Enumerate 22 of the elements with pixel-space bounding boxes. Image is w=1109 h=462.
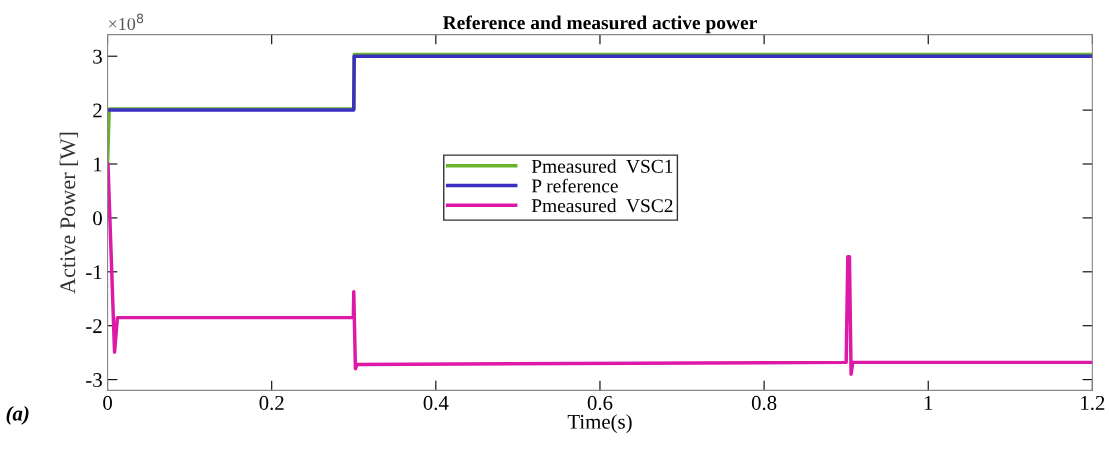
x-tick-label: 0.2 xyxy=(259,395,284,410)
y-tick-label: -1 xyxy=(86,265,102,280)
text: ×10$^{8}$ xyxy=(109,13,144,31)
chart-title: Reference and measured active power xyxy=(442,15,757,34)
y-tick-label: -2 xyxy=(86,319,102,333)
x-tick-label: 0.6 xyxy=(587,395,613,410)
legend-label: Pmeasured VSC1 xyxy=(531,159,673,173)
x-tick-label: 0 xyxy=(103,395,112,410)
y-axis-title: Active Power [W] xyxy=(59,132,79,294)
x-axis-title: Time(s) xyxy=(567,414,632,434)
x-tick-label: 1.2 xyxy=(1081,395,1105,410)
y-tick-label: 3 xyxy=(93,49,102,64)
y-tick-label: -3 xyxy=(86,373,102,388)
y-tick-label: 0 xyxy=(93,211,102,226)
y-tick-label: 1 xyxy=(94,157,102,172)
x-tick-label: 1 xyxy=(924,395,933,410)
x-tick-label: 0.8 xyxy=(751,395,777,410)
legend-label: P reference xyxy=(531,178,618,193)
legend-label: Pmeasured VSC2 xyxy=(531,198,673,213)
y-tick-label: 2 xyxy=(93,103,102,118)
x-tick-label: 0.4 xyxy=(423,395,449,410)
text: (a) xyxy=(6,405,29,425)
